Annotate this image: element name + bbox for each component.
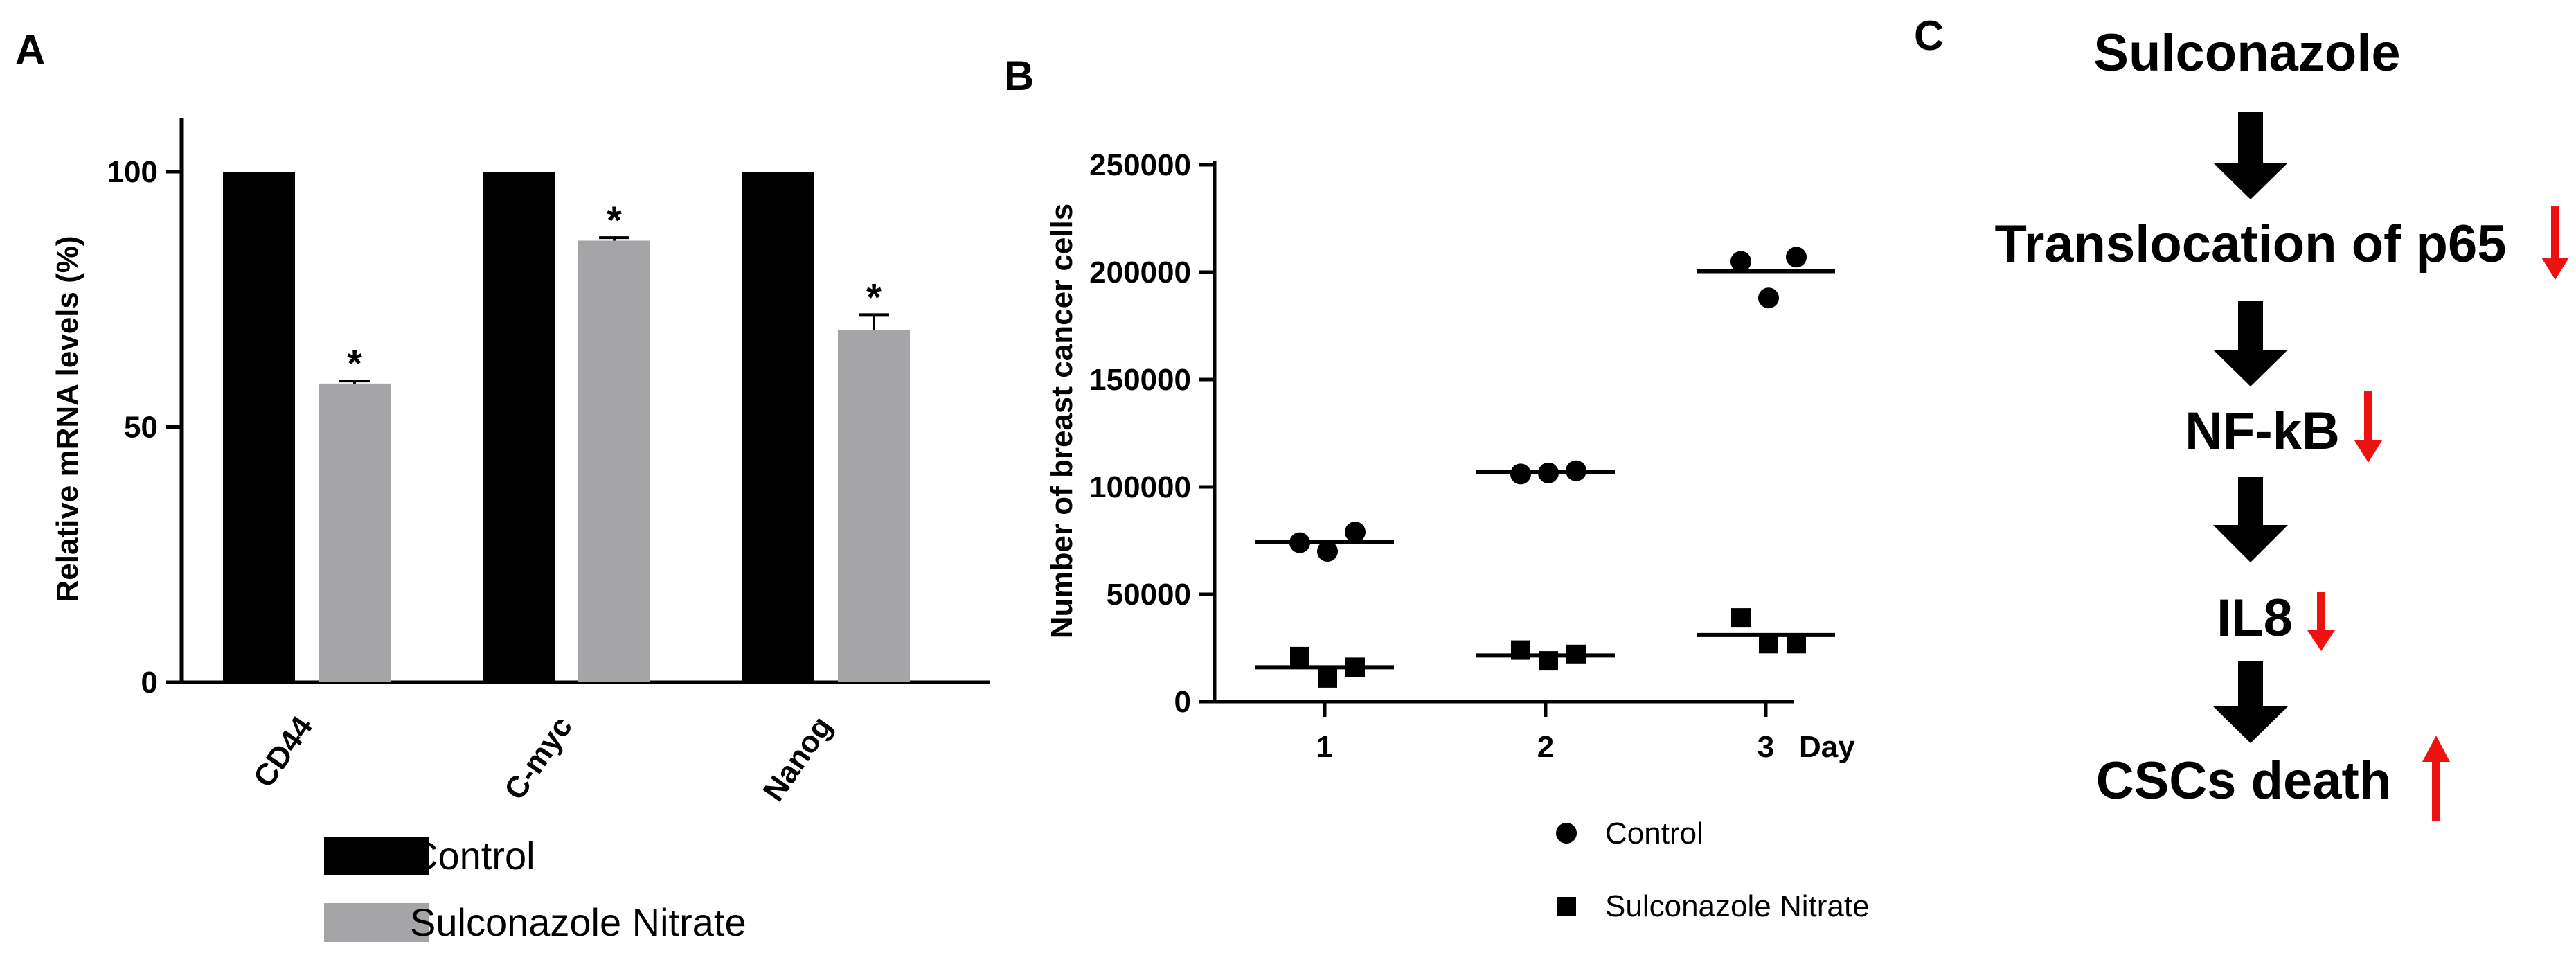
- a-y-tick-label: 50: [124, 411, 158, 445]
- a-y-axis-title: Relative mRNA levels (%): [51, 235, 84, 602]
- point-control-day-1: [1289, 532, 1310, 553]
- b-points: [1255, 247, 1835, 688]
- b-y-axis-title: Number of breast cancer cells: [1045, 204, 1079, 639]
- bar-nanog-control: [742, 172, 814, 682]
- b-x-tick-label: 2: [1537, 730, 1554, 764]
- a-legend-label-control: Control: [410, 834, 535, 878]
- a-x-tick-label: C-myc: [498, 711, 579, 806]
- bar-cd44-sulconazole: [319, 383, 391, 682]
- a-y-ticks: 0 50 100: [107, 155, 181, 700]
- a-legend-swatch-sulconazole: [324, 903, 429, 942]
- significance-star: *: [347, 341, 362, 385]
- indicator-p65-down: [2541, 206, 2569, 280]
- panel-letter-c: C: [1914, 12, 1944, 59]
- bar-c-myc-control: [483, 172, 555, 682]
- b-y-tick-label: 0: [1174, 685, 1191, 719]
- significance-star: *: [607, 198, 622, 242]
- a-x-tick-label: Nanog: [757, 711, 839, 808]
- bar-c-myc-sulconazole: [578, 240, 650, 682]
- a-legend-label-sulconazole: Sulconazole Nitrate: [410, 900, 746, 944]
- panel-letter-a: A: [15, 26, 45, 73]
- b-legend: Control Sulconazole Nitrate: [1556, 817, 1870, 923]
- point-control-day-1: [1345, 522, 1366, 543]
- point-sulconazole-day-1: [1290, 646, 1309, 666]
- b-x-ticks: 1 2 3: [1316, 702, 1774, 764]
- a-y-tick-label: 0: [141, 666, 158, 700]
- b-x-tick-label: 3: [1757, 730, 1774, 764]
- panel-a: A Relative mRNA levels (%) 0 50 100 * * * CD…: [15, 26, 990, 944]
- a-x-tick-labels: CD44 C-myc Nanog: [247, 710, 839, 808]
- b-legend-label-sulconazole: Sulconazole Nitrate: [1605, 889, 1870, 923]
- indicator-cscs-up: [2422, 736, 2450, 821]
- b-y-tick-label: 250000: [1089, 148, 1191, 182]
- flow-step-nf-kb: NF-kB: [2185, 402, 2340, 461]
- flow-arrow-4: [2213, 661, 2288, 743]
- point-sulconazole-day-2: [1539, 651, 1558, 671]
- flow-step-cscs-death: CSCs death: [2096, 751, 2392, 810]
- b-legend-label-control: Control: [1605, 817, 1703, 850]
- point-control-day-3: [1730, 251, 1751, 272]
- point-sulconazole-day-3: [1731, 608, 1751, 628]
- b-y-ticks: 0 50000 100000 150000 200000 250000: [1089, 148, 1215, 719]
- panel-c: C Sulconazole Translocation of p65 NF-kB…: [1914, 12, 2569, 821]
- point-sulconazole-day-1: [1345, 657, 1365, 677]
- point-control-day-3: [1786, 247, 1807, 268]
- b-x-tick-label: 1: [1316, 730, 1333, 764]
- b-y-tick-label: 100000: [1089, 470, 1191, 504]
- point-sulconazole-day-3: [1759, 634, 1778, 654]
- b-y-tick-label: 150000: [1089, 363, 1191, 397]
- b-y-tick-label: 50000: [1107, 578, 1191, 612]
- b-x-unit-label: Day: [1799, 730, 1855, 764]
- b-legend-marker-sulconazole: [1557, 897, 1576, 916]
- b-legend-marker-control: [1556, 823, 1577, 844]
- significance-star: *: [866, 275, 882, 319]
- point-sulconazole-day-2: [1566, 644, 1586, 664]
- flow-arrow-3: [2213, 476, 2288, 562]
- point-control-day-2: [1538, 462, 1559, 483]
- a-bars: * * *: [223, 172, 910, 682]
- point-sulconazole-day-3: [1787, 634, 1806, 654]
- indicator-nfkb-down: [2354, 391, 2382, 463]
- indicator-il8-down: [2307, 592, 2335, 651]
- panel-letter-b: B: [1004, 53, 1034, 99]
- bar-nanog-sulconazole: [838, 330, 910, 682]
- panel-b: B Number of breast cancer cells 05000010…: [1004, 53, 1870, 923]
- flow-step-sulconazole: Sulconazole: [2093, 24, 2400, 82]
- bar-cd44-control: [223, 172, 295, 682]
- flow-step-il8: IL8: [2217, 589, 2293, 648]
- a-y-tick-label: 100: [107, 155, 158, 189]
- point-control-day-3: [1758, 287, 1779, 309]
- a-legend: Control Sulconazole Nitrate: [324, 834, 746, 944]
- b-y-tick-label: 200000: [1089, 256, 1191, 290]
- point-control-day-2: [1510, 463, 1531, 485]
- a-x-tick-label: CD44: [247, 710, 320, 794]
- point-control-day-2: [1566, 460, 1586, 481]
- point-control-day-1: [1317, 541, 1338, 562]
- point-sulconazole-day-1: [1318, 668, 1337, 688]
- flow-arrow-2: [2213, 301, 2288, 386]
- flow-step-translocation-p65: Translocation of p65: [1994, 215, 2506, 274]
- a-legend-swatch-control: [324, 837, 429, 875]
- flow-arrow-1: [2213, 112, 2288, 199]
- point-sulconazole-day-2: [1511, 640, 1530, 660]
